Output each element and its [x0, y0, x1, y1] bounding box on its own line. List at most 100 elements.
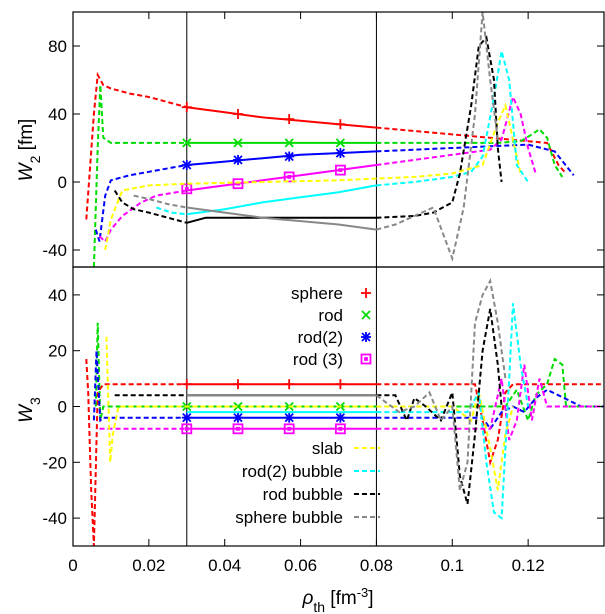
x-axis-label: ρth [fm-3]	[301, 585, 373, 614]
xtick-label-2: 0.04	[208, 556, 241, 575]
xtick-label-3: 0.06	[284, 556, 317, 575]
top-y-axis-label-main: W	[16, 161, 37, 181]
bottom-x-ticks: 0 0.02 0.04 0.06 0.08 0.1 0.12	[68, 12, 545, 575]
top-marker-sphere-2	[284, 114, 295, 125]
legend-dashed: slab rod(2) bubble rod bubble sphere bubble	[235, 439, 380, 527]
bottom-marker-rod3-3	[334, 423, 346, 435]
bottom-y-ticks: -40 -20 0 20 40	[42, 286, 604, 528]
xtick-label-4: 0.08	[360, 556, 393, 575]
legend-label-spherebubble: sphere bubble	[235, 508, 343, 527]
top-series-sphere-dashed-left	[85, 71, 188, 220]
bottom-marker-rod3-2	[283, 423, 295, 435]
bottom-y-axis-label-main: W	[16, 403, 37, 423]
bottom-series-sphere-dashed-right	[376, 383, 604, 467]
top-ytick-label-2: 40	[48, 105, 67, 124]
top-marker-rod2-2	[284, 151, 295, 162]
top-y-ticks: -40 0 40 80	[42, 37, 604, 260]
bottom-series-rod2bubble-dashed-right	[376, 303, 530, 521]
top-y-axis-label-sub: 2	[27, 155, 43, 163]
top-marker-sphere-3	[335, 119, 346, 130]
xtick-label-0: 0	[68, 556, 77, 575]
bottom-series-sphere-dashed-left	[85, 359, 187, 547]
top-y-axis-label-unit: [fm]	[16, 119, 37, 156]
legend-marker-rod3	[360, 353, 372, 365]
bottom-marker-sphere-3	[335, 379, 346, 390]
bottom-series-spherebubble-dashed-right	[375, 277, 507, 491]
top-series-slab-dashed-left	[104, 102, 522, 251]
x-axis-label-close: ]	[368, 588, 373, 609]
legend-label-rod2: rod(2)	[298, 328, 343, 347]
bottom-series-rod2-dashed-right	[376, 388, 604, 431]
top-series-sphere-dashed-right	[376, 126, 567, 175]
bottom-series-rod2-dashed-left	[92, 350, 187, 423]
top-marker-sphere-1	[232, 109, 243, 119]
bottom-series-slab-dashed-left	[105, 336, 514, 491]
top-series-rod3-dashed-right	[376, 94, 537, 174]
top-series-rod2bubble-solid	[186, 184, 377, 216]
legend-marker-rod2	[361, 332, 371, 342]
legend-label-sphere: sphere	[291, 284, 343, 303]
top-marker-sphere-0	[181, 102, 192, 113]
legend-marker-rod	[361, 310, 371, 320]
top-ytick-label-1: 0	[58, 173, 67, 192]
top-series-sphere-solid	[186, 106, 377, 129]
x-axis-label-sub: th	[313, 599, 325, 614]
bottom-marker-rod3-0	[181, 423, 193, 435]
top-marker-rod3-2	[283, 171, 295, 183]
top-ytick-label-0: -40	[42, 241, 67, 260]
bottom-y-axis-label: W3	[16, 397, 43, 423]
bottom-marker-rod3-1	[232, 423, 244, 435]
top-marker-rod3-0	[181, 183, 193, 195]
top-marker-rod-0	[182, 138, 192, 148]
bottom-series-rod3-dashed-right	[376, 364, 604, 441]
bottom-ytick-label-2: 0	[58, 398, 67, 417]
bottom-ytick-label-0: -40	[42, 509, 67, 528]
legend-label-rod2bubble: rod(2) bubble	[242, 462, 343, 481]
top-series-rodbubble-dashed-right	[376, 35, 503, 219]
top-series-spherebubble-solid	[186, 206, 377, 231]
top-marker-rod2-0	[181, 160, 192, 170]
bottom-marker-rod2-0	[181, 412, 192, 423]
bottom-marker-rod2-1	[232, 412, 243, 423]
top-plot-area	[85, 11, 575, 268]
bottom-ytick-label-4: 40	[48, 286, 67, 305]
x-axis-label-main: ρ	[301, 588, 313, 609]
bottom-marker-sphere-2	[284, 379, 295, 390]
legend-markers: sphere rod rod(2) rod (3)	[291, 284, 372, 369]
bottom-ytick-label-1: -20	[42, 453, 67, 472]
top-marker-rod-1	[233, 138, 243, 148]
bottom-marker-sphere-1	[232, 379, 243, 390]
xtick-label-6: 0.12	[512, 556, 545, 575]
top-series-spherebubble-dashed-right	[376, 11, 499, 263]
bottom-marker-rod2-2	[284, 412, 295, 423]
top-series-rodbubble-dashed-left	[113, 189, 188, 224]
top-marker-rod2-1	[232, 154, 243, 165]
top-series-rod2-dashed-left	[94, 164, 187, 242]
top-y-axis-label: W2 [fm]	[16, 119, 43, 182]
top-marker-rod3-3	[334, 164, 346, 176]
top-marker-rod-3	[335, 138, 346, 148]
xtick-label-1: 0.02	[132, 556, 165, 575]
top-series-rod-dashed-right	[376, 127, 564, 178]
legend-label-slab: slab	[312, 439, 343, 458]
bottom-y-axis-label-sub: 3	[27, 397, 43, 405]
top-series-rod2bubble-dashed-right	[376, 50, 529, 187]
x-axis-label-unit: [fm	[325, 588, 357, 609]
bottom-series-rod-dashed-right	[376, 357, 604, 424]
legend-marker-sphere	[361, 288, 371, 298]
top-series-rod2-solid	[186, 150, 377, 166]
top-marker-rod2-3	[335, 148, 346, 159]
xtick-label-5: 0.1	[440, 556, 464, 575]
bottom-series-rodbubble-dashed-right	[376, 308, 503, 505]
top-marker-rod-2	[284, 138, 294, 148]
top-series-rod3-solid	[186, 164, 377, 192]
bottom-ytick-label-3: 20	[48, 342, 67, 361]
top-ytick-label-3: 80	[48, 37, 67, 56]
legend-label-rod: rod	[318, 306, 343, 325]
bottom-marker-sphere-0	[181, 379, 192, 390]
legend-label-rodbubble: rod bubble	[263, 485, 343, 504]
bottom-marker-rod-1	[233, 401, 243, 412]
bottom-marker-rod2-3	[335, 412, 346, 423]
bottom-plot-area	[85, 267, 604, 547]
